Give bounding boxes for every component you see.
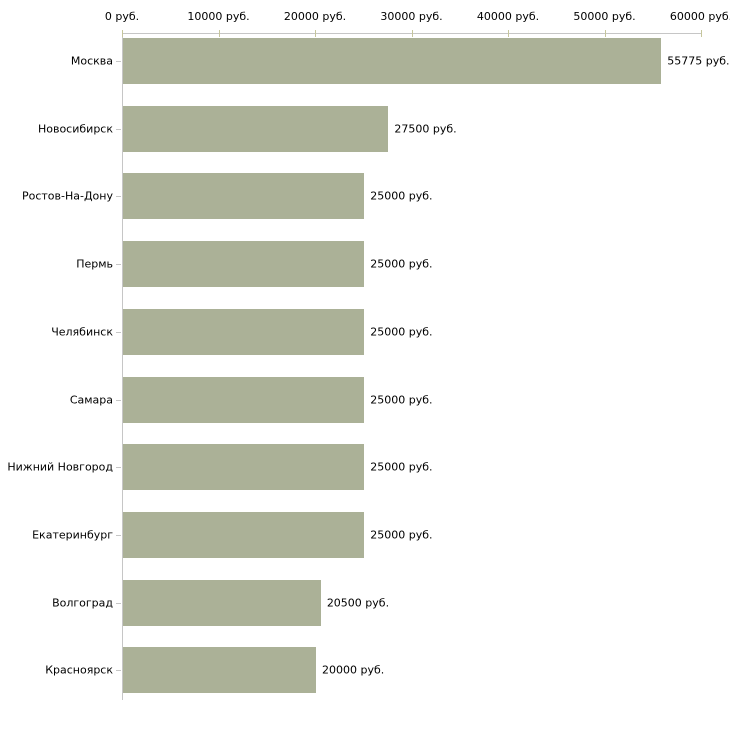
value-label: 25000 руб. (370, 528, 433, 542)
value-label: 25000 руб. (370, 325, 433, 339)
bar (123, 511, 365, 558)
category-label: Нижний Новгород (7, 460, 113, 474)
x-tick-mark (701, 30, 702, 37)
bar (123, 579, 321, 626)
plot-cell: 20500 руб. (122, 579, 701, 626)
category-cell: Нижний Новгород (0, 444, 122, 490)
category-tick-mark (116, 196, 121, 198)
category-label: Новосибирск (37, 122, 113, 136)
category-tick-mark (116, 399, 121, 401)
category-tick-mark (116, 264, 121, 266)
bar (123, 173, 365, 220)
category-cell: Самара (0, 377, 122, 423)
bar (123, 308, 365, 355)
x-tick-mark (411, 30, 413, 37)
plot-cell: 25000 руб. (122, 173, 701, 220)
value-label: 25000 руб. (370, 393, 433, 406)
x-tick-mark (315, 30, 316, 37)
value-label: 25000 руб. (370, 257, 433, 271)
category-tick-mark (116, 331, 121, 333)
category-label: Самара (69, 393, 113, 406)
x-axis-labels: 0 руб. 10000 руб. 20000 руб. 30000 руб. 4000… (105, 10, 730, 26)
category-cell: Новосибирск (0, 106, 122, 152)
category-label: Москва (70, 54, 113, 68)
chart-row: Волгоград 20500 руб. (0, 579, 730, 626)
value-label: 20500 руб. (326, 596, 390, 610)
category-label: Екатеринбург (32, 528, 113, 542)
x-tick-label: 40000 руб. (476, 10, 540, 23)
bar (123, 647, 316, 694)
value-label: 27500 руб. (394, 122, 457, 136)
plot-cell: 25000 руб. (122, 308, 701, 355)
plot-cell: 25000 руб. (122, 511, 701, 558)
bar (123, 241, 365, 288)
category-cell: Екатеринбург (0, 512, 122, 558)
category-label: Челябинск (51, 325, 113, 339)
value-label: 25000 руб. (370, 460, 433, 474)
category-cell: Пермь (0, 241, 122, 287)
x-axis-ticks (122, 30, 702, 37)
plot-cell: 20000 руб. (122, 647, 701, 694)
category-cell: Волгоград (0, 580, 122, 626)
value-label: 20000 руб. (321, 663, 385, 677)
plot-cell: 25000 руб. (122, 376, 701, 423)
category-tick-mark (116, 602, 121, 604)
plot-cell: 27500 руб. (122, 105, 701, 152)
x-tick-mark (508, 30, 509, 37)
chart-row: Новосибирск 27500 руб. (0, 105, 730, 152)
x-tick-label: 60000 руб. (669, 10, 730, 23)
x-tick-mark (122, 30, 123, 37)
bar (123, 105, 389, 152)
category-tick-mark (116, 128, 121, 130)
value-label: 55775 руб. (667, 54, 730, 68)
chart-rows: Москва 55775 руб. Новосибирск 27500 руб.… (0, 38, 730, 718)
plot-cell: 25000 руб. (122, 444, 701, 491)
x-tick-label: 50000 руб. (573, 10, 636, 23)
x-tick-label: 20000 руб. (283, 10, 347, 23)
x-tick-label: 0 руб. (104, 10, 140, 23)
plot-cell: 55775 руб. (122, 38, 729, 84)
category-tick-mark (116, 670, 121, 672)
x-tick-mark (604, 30, 606, 37)
category-label: Волгоград (52, 596, 113, 610)
category-label: Ростов-На-Дону (21, 189, 113, 203)
x-tick-label: 10000 руб. (187, 10, 250, 23)
chart-row: Красноярск 20000 руб. (0, 647, 730, 694)
x-tick-mark (218, 30, 220, 37)
category-cell: Челябинск (0, 309, 122, 355)
chart-row: Екатеринбург 25000 руб. (0, 511, 730, 558)
x-tick-label: 30000 руб. (380, 10, 443, 23)
chart-row: Пермь 25000 руб. (0, 241, 730, 288)
category-label: Красноярск (45, 663, 113, 677)
category-cell: Ростов-На-Дону (0, 173, 122, 219)
chart-row: Москва 55775 руб. (0, 38, 730, 84)
category-label: Пермь (76, 257, 113, 271)
category-tick-mark (116, 61, 121, 62)
chart-row: Ростов-На-Дону 25000 руб. (0, 173, 730, 220)
value-label: 25000 руб. (370, 189, 433, 203)
category-cell: Красноярск (0, 647, 122, 693)
chart-row: Самара 25000 руб. (0, 376, 730, 423)
category-tick-mark (116, 534, 121, 536)
plot-cell: 25000 руб. (122, 241, 701, 288)
chart-row: Челябинск 25000 руб. (0, 308, 730, 355)
category-cell: Москва (0, 38, 122, 84)
category-tick-mark (116, 467, 121, 469)
bar (123, 444, 365, 491)
chart-row: Нижний Новгород 25000 руб. (0, 444, 730, 491)
bar (123, 376, 365, 423)
y-axis-line (122, 33, 123, 700)
bar (123, 38, 662, 84)
